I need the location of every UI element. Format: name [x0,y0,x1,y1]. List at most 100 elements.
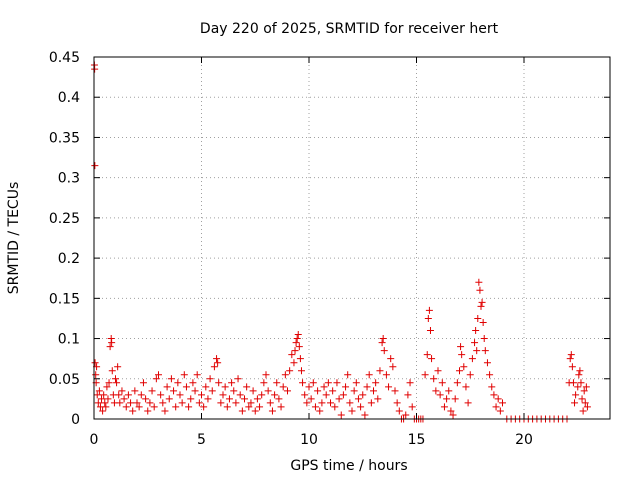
data-point [578,395,586,403]
data-point [105,379,113,387]
y-tick-label: 0.4 [58,90,80,106]
data-point [167,375,175,383]
data-point [266,399,274,407]
data-point [152,375,160,383]
chart-title: Day 220 of 2025, SRMTID for receiver her… [200,21,499,37]
data-point [424,314,432,322]
data-point [150,403,158,411]
data-point [496,407,504,415]
data-point [481,347,489,355]
data-point [311,403,319,411]
data-point [357,403,365,411]
y-tick-label: 0.2 [58,251,80,267]
data-point [195,399,203,407]
data-point [365,371,373,379]
data-point [108,339,116,347]
y-tick-label: 0.45 [49,50,80,66]
data-point [483,359,491,367]
data-point [155,371,162,379]
y-tick-label: 0.35 [49,130,80,146]
data-point [193,371,201,379]
data-point [567,351,575,359]
data-point [161,407,169,415]
data-point [113,379,121,387]
data-point [176,391,184,399]
data-point [172,403,180,411]
data-point [93,391,101,399]
y-tick-label: 0 [71,412,80,428]
x-tick-label: 0 [90,432,99,448]
data-point [253,395,261,403]
data-point [387,355,395,363]
data-point [245,403,253,411]
data-point [331,403,339,411]
data-point [103,383,111,391]
data-point [106,343,114,351]
data-point [187,395,195,403]
data-point [268,407,276,415]
data-point [217,399,225,407]
data-point [430,375,438,383]
data-point [443,395,451,403]
data-point [281,371,289,379]
data-point [378,339,386,347]
data-point [456,367,463,375]
data-point [225,395,233,403]
data-point [316,407,324,415]
data-point [464,399,472,407]
data-point [346,399,354,407]
data-point [247,399,255,407]
data-point [324,379,332,387]
data-point [144,407,152,415]
data-point [575,371,583,379]
data-point [363,383,371,391]
data-points [90,61,591,423]
plot-frame [93,56,611,420]
data-point [185,403,193,411]
data-point [118,387,126,395]
data-point [91,65,99,73]
data-point [303,399,311,407]
y-tick-label: 0.25 [49,211,80,227]
data-point [471,339,479,347]
data-point [95,387,103,395]
y-tick-label: 0.15 [49,291,80,307]
data-point [297,367,305,375]
x-tick-label: 20 [515,432,533,448]
data-point [271,391,279,399]
data-point [139,379,147,387]
data-point [137,391,145,399]
data-point [159,399,167,407]
data-point [380,347,388,355]
data-point [426,327,434,335]
data-point [223,403,231,411]
data-point [329,387,337,395]
data-point [354,395,362,403]
data-point [376,367,384,375]
data-point [382,371,390,379]
data-point [249,387,257,395]
data-point [236,391,244,399]
data-point [296,355,304,363]
data-point [335,395,343,403]
data-point [385,383,393,391]
y-tick-label: 0.05 [49,372,80,388]
data-point [579,407,587,415]
data-point [290,359,298,367]
data-point [391,387,399,395]
data-point [284,387,291,395]
x-tick-label: 10 [300,432,318,448]
data-point [301,391,309,399]
data-point [352,379,360,387]
data-point [148,387,156,395]
data-point [286,367,294,375]
data-point [480,335,488,343]
data-point [256,403,264,411]
data-point [127,399,135,407]
data-point [475,278,483,286]
data-point [189,379,197,387]
data-point [116,399,124,407]
data-point [337,411,345,419]
data-point [582,383,590,391]
data-point [576,367,584,375]
